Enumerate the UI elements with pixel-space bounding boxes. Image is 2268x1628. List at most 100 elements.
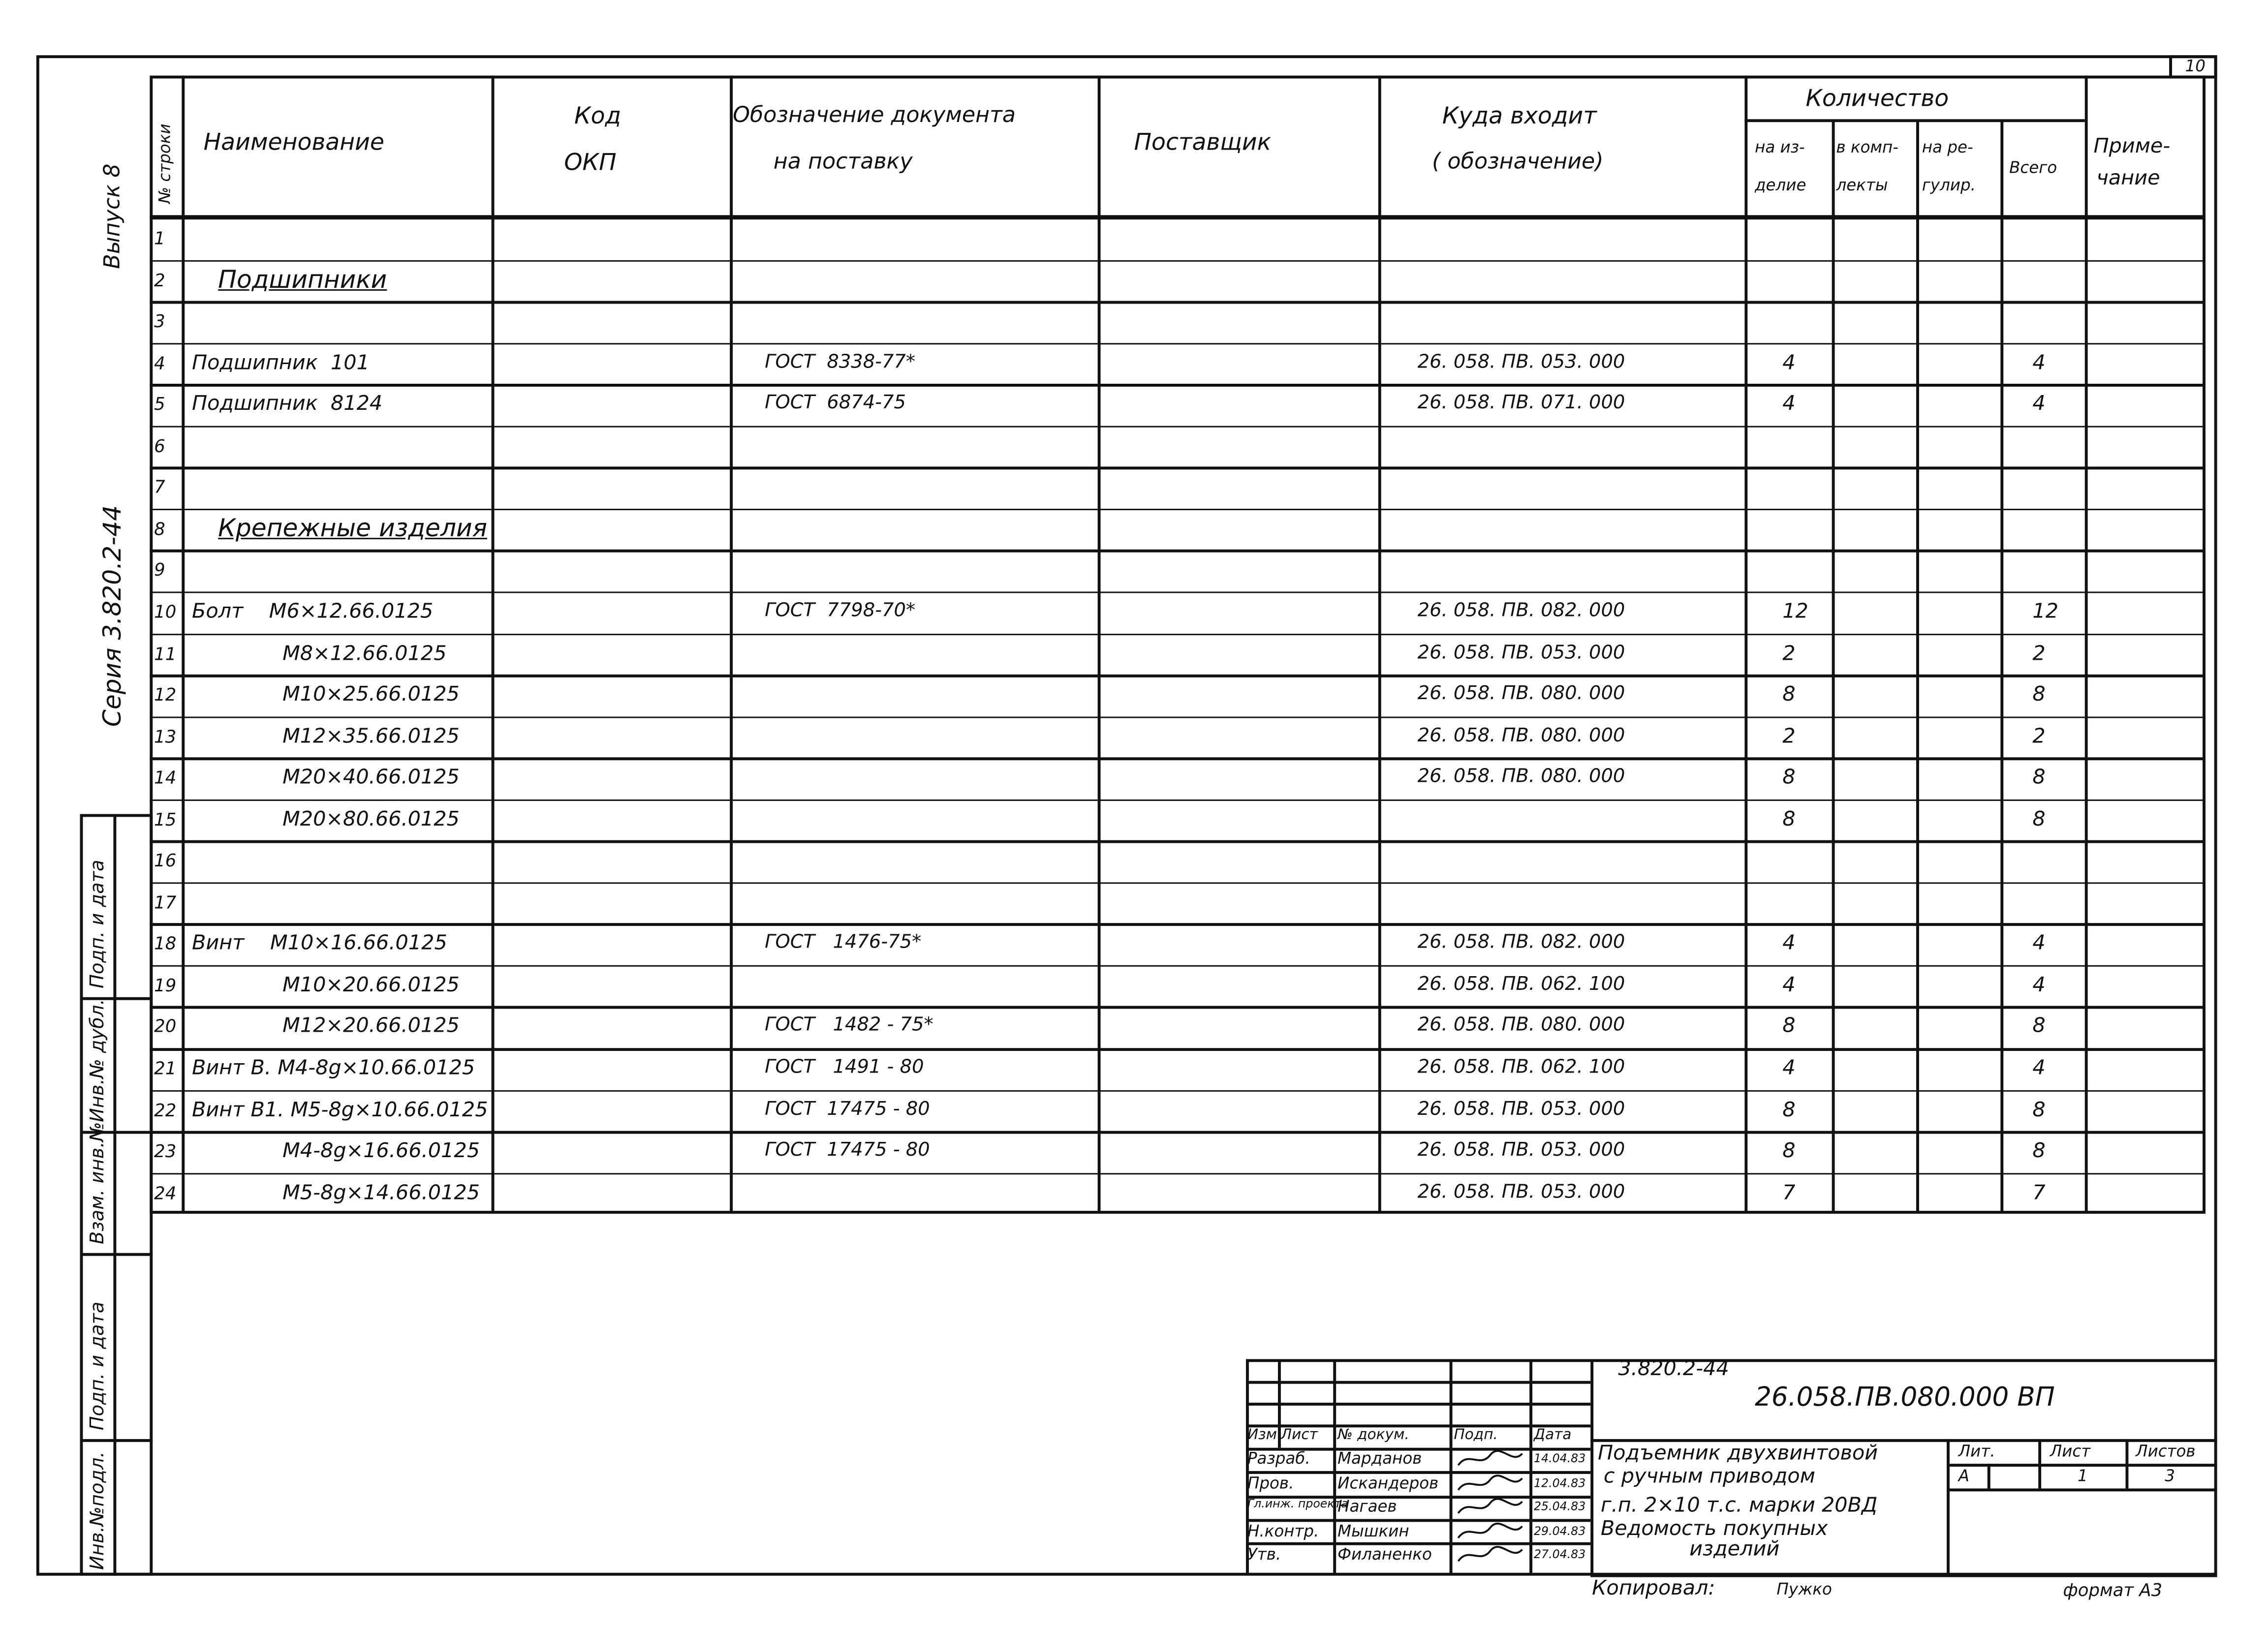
table-frame [150, 75, 2206, 1214]
tb-signer-name: Искандеров [1337, 1473, 1439, 1492]
item-name: М10×20.66.0125 [191, 974, 460, 997]
row-number: 20 [154, 1016, 177, 1037]
row-divider [150, 301, 2206, 304]
document-designation: ГОСТ 17475 - 80 [765, 1139, 930, 1162]
tb-col-header: Дата [1533, 1427, 1572, 1444]
row-divider [150, 550, 2206, 553]
row-number: 6 [154, 435, 165, 456]
outer-frame [36, 55, 2217, 1576]
qty-per-product: 4 [1782, 974, 1796, 997]
tb-divider [1246, 1381, 1591, 1383]
qty-per-product: 2 [1782, 642, 1796, 665]
item-name: М20×40.66.0125 [191, 766, 460, 790]
qty-total: 4 [2032, 351, 2046, 375]
column-divider [730, 75, 732, 1214]
tb-sheet: 1 [2077, 1467, 2088, 1486]
row-divider [150, 342, 2206, 345]
header-where-1: Куда входит [1442, 101, 1597, 129]
tb-series: 3.820.2-44 [1618, 1357, 1729, 1381]
where-used: 26. 058. ПВ. 080. 000 [1417, 725, 1625, 747]
item-name: Винт В. М4-8g×10.66.0125 [191, 1056, 475, 1080]
tb-lit: А [1958, 1467, 1969, 1486]
row-number: 22 [154, 1100, 177, 1120]
document-designation: ГОСТ 7798-70* [765, 600, 916, 622]
item-name: М4-8g×16.66.0125 [191, 1139, 480, 1163]
signature-icon [1457, 1498, 1523, 1514]
column-divider [1097, 75, 1100, 1214]
qty-total: 2 [2032, 725, 2046, 748]
tb-format: формат А3 [2063, 1580, 2163, 1600]
row-number: 4 [154, 352, 165, 373]
table-row [150, 260, 2206, 301]
item-name: Подшипники [218, 265, 387, 295]
tb-date: 29.04.83 [1533, 1524, 1586, 1537]
row-number: 17 [154, 892, 177, 913]
row-number: 16 [154, 851, 177, 871]
tb-col-header: № докум. [1337, 1427, 1409, 1444]
row-number: 1 [154, 228, 165, 249]
qty-total: 8 [2032, 1098, 2046, 1122]
tb-date: 12.04.83 [1533, 1476, 1586, 1489]
tb-lit-label: Лит. [1958, 1442, 1995, 1461]
document-designation: ГОСТ 1491 - 80 [765, 1056, 924, 1079]
header-supplier: Поставщик [1134, 127, 1272, 156]
qty-per-product: 8 [1782, 807, 1796, 831]
header-note: Приме- [2093, 135, 2171, 159]
qty-per-product: 4 [1782, 932, 1796, 956]
row-divider [150, 467, 2206, 469]
qty-per-product: 7 [1782, 1181, 1796, 1205]
header-row-no: № строки [155, 123, 175, 204]
item-name: М12×35.66.0125 [191, 725, 460, 748]
row-number: 9 [154, 560, 165, 581]
header-quantity: Количество [1805, 84, 1949, 112]
where-used: 26. 058. ПВ. 080. 000 [1417, 1015, 1625, 1037]
header-name: Наименование [203, 127, 385, 156]
where-used: 26. 058. ПВ. 053. 000 [1417, 351, 1625, 373]
header-where-2: ( обозначение) [1432, 148, 1604, 175]
item-name: Винт М10×16.66.0125 [191, 932, 447, 956]
tb-divider [1246, 1424, 1591, 1427]
item-name: Подшипник 101 [191, 351, 370, 375]
where-used: 26. 058. ПВ. 053. 000 [1417, 642, 1625, 664]
header-qty-kit: в комп- [1836, 138, 1899, 157]
qty-total: 4 [2032, 974, 2046, 997]
tb-role: Гл.инж. проекта [1247, 1497, 1348, 1510]
qty-total: 8 [2032, 683, 2046, 707]
row-number: 12 [154, 684, 177, 706]
column-divider [1916, 121, 1919, 1214]
table-row [150, 384, 2206, 426]
tb-signer-name: Филаненко [1337, 1545, 1432, 1565]
where-used: 26. 058. ПВ. 062. 100 [1417, 974, 1625, 996]
qty-total: 4 [2032, 393, 2046, 416]
where-used: 26. 058. ПВ. 082. 000 [1417, 600, 1625, 622]
row-number: 14 [154, 768, 177, 788]
header-qty-rep: на ре- [1922, 138, 1973, 157]
row-divider [150, 923, 2206, 926]
qty-total: 4 [2032, 1056, 2046, 1080]
row-divider [150, 882, 2206, 885]
row-number: 3 [154, 311, 165, 332]
qty-total: 4 [2032, 932, 2046, 956]
table-row [150, 342, 2206, 384]
qty-per-product: 4 [1782, 351, 1796, 375]
table-row [150, 840, 2206, 882]
tb-date: 27.04.83 [1533, 1548, 1586, 1562]
row-divider [150, 840, 2206, 843]
where-used: 26. 058. ПВ. 082. 000 [1417, 932, 1625, 954]
tb-date: 25.04.83 [1533, 1500, 1586, 1513]
tb-divider [1278, 1424, 1280, 1448]
header-note-2: чание [2096, 167, 2160, 191]
qty-per-product: 2 [1782, 725, 1796, 748]
qty-total: 8 [2032, 807, 2046, 831]
tb-sheet-label: Лист [2050, 1442, 2091, 1461]
qty-per-product: 8 [1782, 1098, 1796, 1122]
item-name: М8×12.66.0125 [191, 642, 447, 665]
item-name: Подшипник 8124 [191, 393, 383, 416]
tb-title-line: с ручным приводом [1603, 1465, 1815, 1489]
row-number: 2 [154, 270, 165, 290]
row-divider [150, 1131, 2206, 1134]
tb-divider [1529, 1359, 1532, 1574]
tb-divider [1246, 1403, 1591, 1405]
tb-title-line: Подъемник двухвинтовой [1597, 1442, 1878, 1466]
